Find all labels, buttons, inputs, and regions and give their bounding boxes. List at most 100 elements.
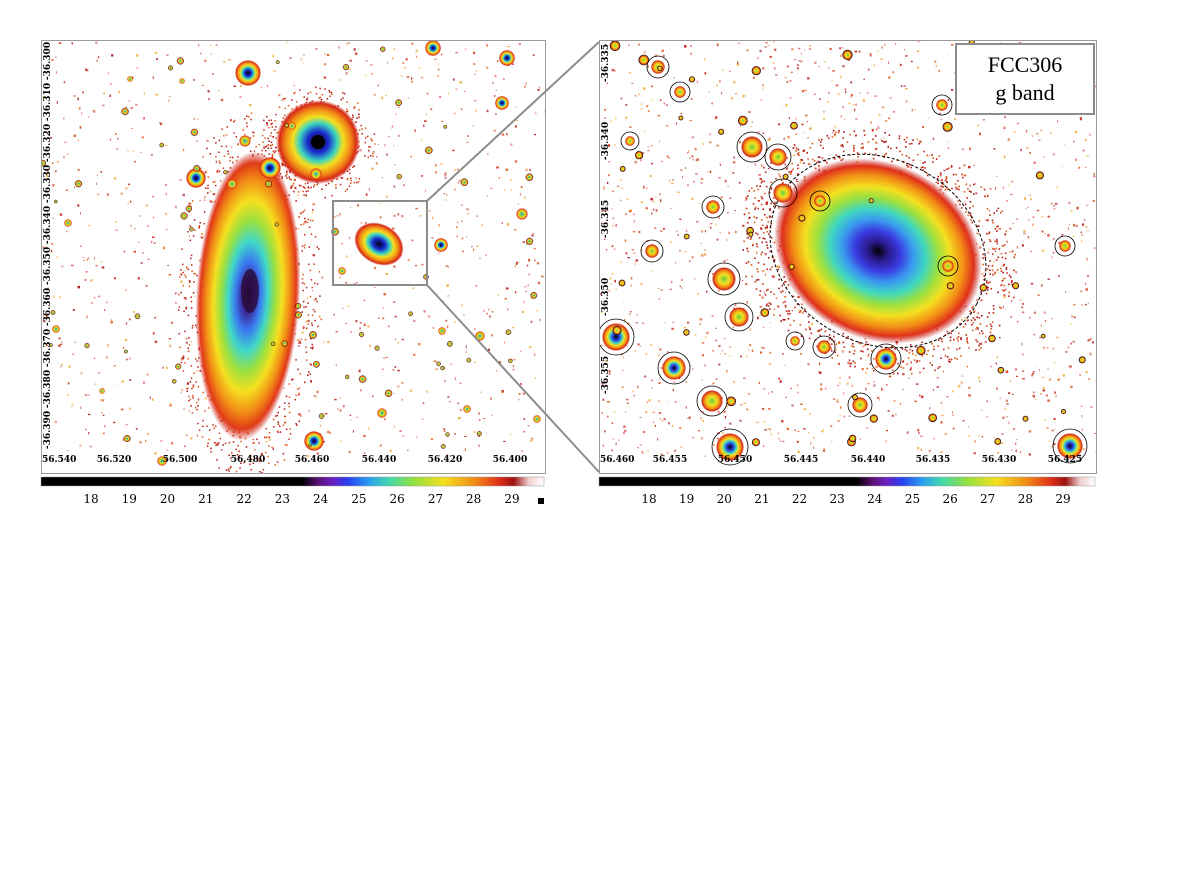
faint-source bbox=[175, 363, 182, 370]
colorbar-tick-label: 27 bbox=[980, 492, 995, 506]
faint-source bbox=[443, 124, 448, 129]
faint-source bbox=[760, 308, 770, 317]
star bbox=[288, 122, 296, 130]
faint-source bbox=[994, 438, 1002, 445]
star bbox=[662, 356, 686, 380]
star bbox=[157, 456, 167, 466]
x-tick-label: 56.440 bbox=[851, 455, 885, 465]
star bbox=[712, 267, 736, 291]
faint-source bbox=[445, 432, 450, 437]
faint-source bbox=[748, 231, 754, 237]
faint-source bbox=[848, 434, 857, 443]
y-tick-label: -36.310 bbox=[43, 83, 53, 121]
star-contour bbox=[707, 262, 741, 296]
colorbar-tick-label: 24 bbox=[867, 492, 883, 506]
x-tick-label: 56.435 bbox=[916, 455, 950, 465]
star-core bbox=[311, 135, 325, 149]
star-contour bbox=[640, 239, 664, 263]
faint-source bbox=[638, 54, 650, 66]
faint-source bbox=[446, 340, 453, 347]
faint-source bbox=[423, 274, 429, 280]
right-colorbar-ticks: 18 19 20 21 22 23 24 25 26 27 28 29 bbox=[641, 492, 1070, 506]
faint-source bbox=[380, 46, 386, 52]
colorbar-tick-label: 27 bbox=[428, 492, 443, 506]
star bbox=[741, 136, 763, 158]
faint-source bbox=[193, 165, 201, 172]
star-contour bbox=[1054, 235, 1076, 257]
faint-source bbox=[508, 358, 513, 363]
faint-source bbox=[688, 76, 696, 83]
faint-source bbox=[396, 173, 402, 180]
star bbox=[186, 168, 206, 188]
star-contour bbox=[809, 190, 831, 212]
star-contour bbox=[724, 302, 754, 332]
x-tick-label: 56.540 bbox=[42, 455, 76, 465]
faint-source bbox=[436, 361, 441, 367]
faint-source bbox=[1060, 408, 1066, 414]
star bbox=[716, 433, 744, 461]
x-tick-label: 56.460 bbox=[295, 455, 329, 465]
faint-source bbox=[295, 303, 302, 310]
y-tick-label: -36.390 bbox=[43, 411, 53, 449]
star bbox=[434, 238, 448, 252]
faint-source bbox=[121, 107, 129, 116]
faint-source bbox=[189, 226, 194, 232]
y-tick-label: -36.340 bbox=[601, 122, 611, 160]
y-tick-label: -36.355 bbox=[601, 356, 611, 394]
faint-source bbox=[342, 64, 350, 71]
faint-source bbox=[176, 57, 185, 65]
y-tick-label: -36.320 bbox=[43, 124, 53, 162]
star-contour bbox=[785, 331, 805, 351]
faint-source bbox=[159, 142, 164, 148]
star bbox=[495, 96, 509, 110]
star-contour bbox=[847, 392, 873, 418]
right-colorbar bbox=[598, 476, 1096, 487]
faint-source bbox=[171, 378, 177, 384]
faint-source bbox=[683, 233, 690, 240]
faint-source bbox=[53, 199, 58, 204]
colorbar-tick-label: 19 bbox=[679, 492, 694, 506]
x-tick-label: 56.455 bbox=[653, 455, 687, 465]
faint-source bbox=[916, 345, 926, 356]
faint-source bbox=[657, 65, 663, 72]
star bbox=[701, 390, 723, 412]
faint-source bbox=[634, 151, 644, 160]
y-tick-label: -36.370 bbox=[43, 329, 53, 367]
faint-source bbox=[1078, 356, 1086, 364]
y-tick-label: -36.330 bbox=[43, 165, 53, 203]
star bbox=[499, 50, 515, 66]
faint-source bbox=[294, 311, 302, 319]
faint-source bbox=[718, 128, 725, 135]
star bbox=[936, 99, 948, 111]
star-contour bbox=[764, 143, 792, 171]
faint-source bbox=[683, 329, 690, 336]
colorbar-tick-label: 25 bbox=[905, 492, 920, 506]
star bbox=[438, 327, 446, 335]
faint-source bbox=[751, 438, 760, 447]
faint-source bbox=[358, 375, 367, 383]
y-tick-label: -36.345 bbox=[601, 200, 611, 238]
star-contour bbox=[646, 55, 670, 79]
faint-source bbox=[440, 443, 446, 449]
faint-source bbox=[424, 146, 433, 155]
x-tick-label: 56.460 bbox=[600, 455, 634, 465]
faint-source bbox=[265, 180, 272, 188]
colorbar-tick-label: 23 bbox=[275, 492, 290, 506]
star-contour bbox=[701, 195, 725, 219]
faint-source bbox=[619, 166, 626, 172]
faint-source bbox=[358, 331, 365, 338]
faint-source bbox=[782, 173, 789, 180]
faint-source bbox=[408, 311, 413, 317]
colorbar-tick-label: 26 bbox=[390, 492, 405, 506]
faint-source bbox=[997, 366, 1005, 374]
x-tick-label: 56.480 bbox=[231, 455, 265, 465]
x-tick-label: 56.520 bbox=[97, 455, 131, 465]
faint-source bbox=[979, 284, 987, 292]
star-contour bbox=[620, 131, 640, 151]
star bbox=[304, 431, 324, 451]
galaxy-core bbox=[241, 269, 259, 313]
star bbox=[259, 157, 281, 179]
faint-source bbox=[190, 128, 199, 136]
colorbar-marker bbox=[538, 498, 544, 504]
star-contour bbox=[768, 178, 798, 208]
